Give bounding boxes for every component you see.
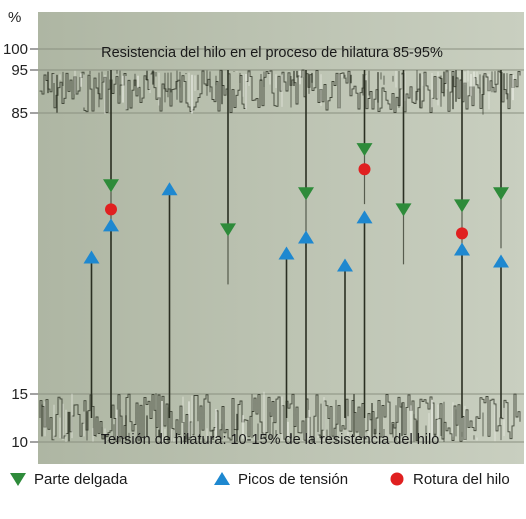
picos-de-tensi-n-point-7 (454, 242, 470, 256)
parte-delgada-point-2 (298, 187, 314, 201)
strength-band-trace (39, 69, 521, 114)
y-tick-label-95: 95 (11, 62, 28, 79)
annotation-bottom: Tensión de hilatura: 10-15% de la resist… (101, 432, 440, 448)
parte-delgada-point-0 (103, 179, 119, 193)
legend-label-parte-delgada: Parte delgada (34, 471, 128, 488)
parte-delgada-point-1 (220, 223, 236, 237)
picos-de-tensi-n-point-1 (103, 218, 119, 232)
picos-de-tensi-n-point-5 (337, 258, 353, 272)
annotation-top: Resistencia del hilo en el proceso de hi… (101, 45, 443, 61)
parte-delgada-point-4 (395, 203, 412, 217)
parte-delgada-point-3 (356, 143, 373, 157)
tension-band-trace (39, 393, 521, 443)
rotura-del-hilo-point-1 (358, 163, 371, 176)
event-stems (90, 70, 502, 418)
y-tick-label-15: 15 (11, 386, 28, 403)
gridlines (36, 48, 524, 443)
y-tick-label-10: 10 (11, 434, 28, 451)
picos-de-tensi-n-point-8 (493, 254, 509, 268)
rotura-del-hilo-point-0 (105, 203, 117, 216)
y-tick-label-100: 100 (3, 41, 28, 58)
picos-de-tensi-n-point-0 (83, 250, 100, 264)
legend-label-rotura-del-hilo: Rotura del hilo (413, 471, 510, 488)
y-axis: 100 95 85 15 10 (3, 41, 38, 451)
legend-swatch-picos-de-tensi-n (214, 472, 230, 485)
picos-de-tensi-n-point-4 (298, 230, 314, 244)
parte-delgada-point-5 (454, 199, 470, 213)
event-markers (83, 143, 509, 272)
y-unit-label: % (8, 9, 21, 26)
legend-label-picos-de-tensi-n: Picos de tensión (238, 471, 348, 488)
legend-swatch-parte-delgada (10, 473, 26, 486)
legend: Parte delgada Picos de tensión Rotura del … (10, 471, 510, 488)
parte-delgada-point-6 (493, 187, 509, 201)
picos-de-tensi-n-point-3 (278, 246, 295, 260)
picos-de-tensi-n-point-6 (356, 210, 373, 224)
y-tick-label-85: 85 (11, 105, 28, 122)
rotura-del-hilo-point-2 (456, 227, 468, 240)
picos-de-tensi-n-point-2 (161, 182, 178, 196)
legend-swatch-rotura-del-hilo (390, 472, 404, 486)
plot-area (38, 12, 524, 464)
